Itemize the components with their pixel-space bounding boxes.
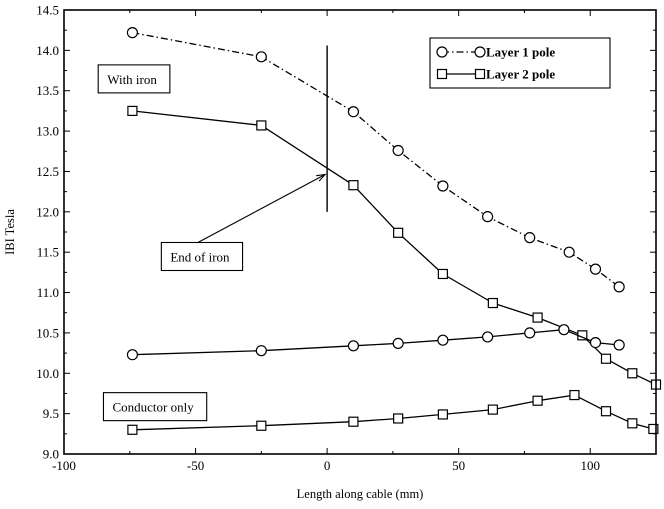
legend: Layer 1 pole Layer 2 pole xyxy=(429,37,611,89)
x-axis-label: Length along cable (mm) xyxy=(297,487,424,501)
circle-marker xyxy=(255,345,267,357)
legend-label: Layer 1 pole xyxy=(486,45,555,60)
circle-marker xyxy=(347,106,360,118)
conductor-only-label: Conductor only xyxy=(102,392,208,422)
x-tick-label: 0 xyxy=(324,458,331,473)
circle-marker xyxy=(347,340,360,352)
legend-entry: Layer 1 pole xyxy=(436,45,555,60)
circle-marker xyxy=(126,349,139,361)
series-layer xyxy=(126,27,662,435)
square-marker xyxy=(532,312,543,323)
circle-marker xyxy=(392,144,404,157)
y-tick-label: 10.5 xyxy=(36,325,59,340)
annotation-box xyxy=(97,64,171,94)
square-marker xyxy=(437,268,448,280)
circle-marker xyxy=(255,51,267,63)
square-marker xyxy=(600,406,612,417)
x-tick-label: 100 xyxy=(580,458,600,473)
series-line xyxy=(132,31,620,288)
series-line xyxy=(132,394,654,431)
square-marker xyxy=(393,227,404,238)
series-with-iron-layer-1-pole xyxy=(126,27,625,293)
square-marker xyxy=(348,416,359,427)
square-marker xyxy=(437,409,448,420)
x-tick-label: -100 xyxy=(52,458,76,473)
annotation-box xyxy=(102,392,208,422)
y-tick-label: 14.0 xyxy=(36,43,59,58)
x-tick-label: 50 xyxy=(452,458,465,473)
circle-marker xyxy=(589,336,602,349)
y-tick-label: 11.0 xyxy=(37,285,59,300)
annotation-box xyxy=(160,241,244,272)
y-axis-label: IBI Tesla xyxy=(3,209,17,255)
series-conductor-only-layer-2-pole xyxy=(127,389,659,435)
circle-marker xyxy=(482,331,494,343)
y-tick-label: 9.0 xyxy=(43,447,59,462)
circle-marker xyxy=(436,46,448,58)
annotation-text: Conductor only xyxy=(112,400,194,415)
square-marker xyxy=(474,68,486,80)
annotation-text: With iron xyxy=(107,72,157,87)
square-marker xyxy=(532,395,543,406)
annotation-arrow xyxy=(197,173,326,243)
square-marker xyxy=(600,353,612,364)
series-conductor-only-layer-1-pole xyxy=(126,324,625,361)
series-with-iron-layer-2-pole xyxy=(127,105,662,390)
legend-label: Layer 2 pole xyxy=(486,67,555,82)
circle-marker xyxy=(589,263,602,275)
circle-marker xyxy=(563,246,575,258)
y-tick-label: 14.5 xyxy=(36,3,59,18)
square-marker xyxy=(487,297,498,309)
square-marker xyxy=(348,180,359,191)
end-of-iron-label: End of iron xyxy=(160,173,327,272)
circle-marker xyxy=(524,232,536,244)
circle-marker xyxy=(126,27,139,39)
y-tick-label: 12.5 xyxy=(36,164,59,179)
y-tick-label: 10.0 xyxy=(36,366,59,381)
legend-entry: Layer 2 pole xyxy=(436,67,555,82)
square-marker xyxy=(627,418,638,429)
square-marker xyxy=(569,389,580,401)
circle-marker xyxy=(392,337,404,350)
circle-marker xyxy=(482,211,494,223)
arrow-head xyxy=(316,173,327,182)
annotation-text: End of iron xyxy=(170,249,230,264)
circle-marker xyxy=(558,324,570,336)
y-tick-label: 13.0 xyxy=(36,124,59,139)
legend-box xyxy=(429,37,611,89)
circle-marker xyxy=(437,334,449,346)
square-marker xyxy=(436,68,448,80)
square-marker xyxy=(127,424,138,435)
square-marker xyxy=(256,120,267,131)
square-marker xyxy=(127,105,138,117)
with-iron-label: With iron xyxy=(97,64,171,94)
square-marker xyxy=(393,413,404,424)
circle-marker xyxy=(613,281,625,293)
circle-marker xyxy=(437,180,449,192)
square-marker xyxy=(487,404,498,415)
axis-ticks: 9.0 9.5 10.0 10.5 11.0 11.5 12.0 12.5 13.0 13.5 14… xyxy=(36,3,656,473)
y-tick-label: 12.0 xyxy=(36,204,59,219)
y-tick-label: 13.5 xyxy=(36,83,59,98)
annotations-layer: With iron End of iron Conductor only xyxy=(97,45,328,422)
circle-marker xyxy=(524,327,536,339)
y-tick-label: 9.5 xyxy=(43,406,59,421)
square-marker xyxy=(627,368,638,379)
x-tick-label: -50 xyxy=(187,458,204,473)
circle-marker xyxy=(474,46,486,58)
circle-marker xyxy=(613,339,625,351)
square-marker xyxy=(256,420,267,431)
series-line xyxy=(132,329,620,356)
y-tick-label: 11.5 xyxy=(37,245,59,260)
